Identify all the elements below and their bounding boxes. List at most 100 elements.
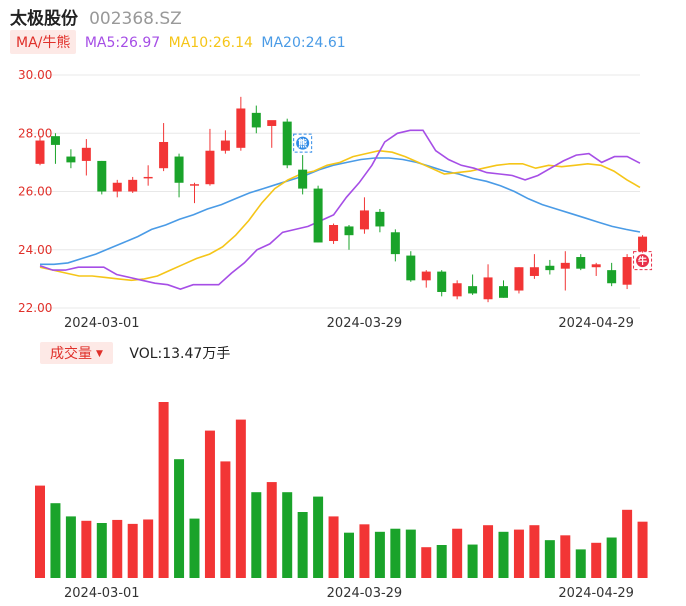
candle: [514, 267, 524, 294]
volume-bar: [452, 528, 463, 578]
candle-body: [174, 156, 184, 183]
candle: [159, 123, 169, 172]
candle: [483, 264, 493, 303]
volume-bar: [266, 482, 277, 578]
volume-bar: [174, 459, 185, 578]
volume-bar: [282, 492, 293, 578]
candle-body: [35, 140, 45, 164]
price-date-label: 2024-04-29: [558, 316, 634, 331]
candle-body: [375, 211, 385, 227]
candle: [499, 280, 508, 298]
price-tick-label: 24.00: [18, 243, 52, 257]
volume-bar: [513, 529, 524, 578]
title-row: 太极股份 002368.SZ: [10, 4, 182, 29]
candle-body: [452, 283, 462, 297]
candle-body: [81, 147, 91, 161]
candle: [638, 235, 648, 253]
volume-bar: [313, 496, 324, 578]
candle-body: [421, 271, 431, 281]
candle: [220, 130, 230, 154]
marker-frame: [293, 133, 313, 153]
candle: [329, 223, 339, 244]
candle: [298, 155, 308, 195]
volume-bar: [637, 521, 648, 578]
candle-body: [560, 262, 570, 269]
candle: [112, 179, 122, 198]
price-tick-label: 30.00: [18, 68, 52, 82]
volume-bar: [436, 545, 447, 578]
volume-bar: [328, 516, 339, 578]
candle: [344, 224, 354, 250]
candle: [576, 254, 586, 271]
candle: [81, 139, 91, 176]
volume-bar: [529, 525, 540, 578]
volume-bar: [575, 549, 586, 578]
marker-label: 熊: [298, 137, 307, 149]
candle-body: [112, 182, 122, 192]
candle: [591, 262, 601, 276]
candle: [468, 274, 478, 295]
candle-body: [205, 150, 215, 185]
candle-body: [190, 184, 199, 186]
price-tick-label: 28.00: [18, 126, 52, 140]
volume-bar: [235, 419, 246, 578]
candle: [545, 259, 555, 275]
x-axis: 2024-03-01 2024-03-29 2024-04-29 2024-03-01…: [64, 316, 634, 601]
candle-body: [514, 267, 524, 291]
candle: [174, 153, 184, 198]
caret-down-icon: ▼: [96, 349, 103, 359]
volume-bar: [143, 519, 154, 578]
candle-body: [529, 267, 539, 276]
candle-body: [359, 210, 369, 230]
volume-bar: [112, 519, 123, 578]
volume-date-label: 2024-03-29: [327, 586, 403, 601]
candle: [622, 254, 632, 290]
candle-body: [282, 121, 292, 166]
candle: [607, 262, 617, 287]
candle-body: [483, 277, 493, 300]
volume-bar: [204, 430, 215, 578]
ma10-label: MA10:26.14: [168, 35, 253, 51]
volume-bar: [591, 542, 602, 578]
candle: [143, 165, 153, 186]
candle: [190, 182, 199, 204]
volume-bar: [251, 492, 262, 578]
candle-body: [406, 255, 416, 281]
volume-selector-button[interactable]: 成交量 ▼: [40, 342, 113, 364]
candle-body: [607, 270, 617, 284]
ma-toggle-button[interactable]: MA/牛熊: [10, 30, 77, 54]
volume-date-label: 2024-04-29: [558, 586, 634, 601]
bull-marker-icon[interactable]: 牛: [633, 251, 653, 271]
candle: [529, 254, 539, 279]
price-tick-label: 26.00: [18, 185, 52, 199]
candle: [50, 133, 60, 164]
volume-bar: [96, 523, 107, 578]
volume-bar: [344, 532, 354, 578]
stock-code: 002368.SZ: [89, 9, 182, 29]
volume-layer: [35, 402, 648, 578]
candle-body: [298, 169, 308, 189]
ma20-line: [40, 157, 641, 266]
candle-body: [236, 108, 246, 148]
candle-body: [128, 179, 138, 192]
candle-body: [143, 176, 153, 179]
candle: [313, 185, 323, 243]
candle-body: [499, 286, 508, 298]
ma5-layer: [39, 129, 641, 290]
candles-layer: [35, 96, 648, 303]
volume-bar: [622, 509, 633, 578]
volume-bar: [189, 518, 200, 578]
price-date-label: 2024-03-01: [64, 316, 140, 331]
price-tick-label: 22.00: [18, 301, 52, 315]
candle-body: [251, 112, 261, 128]
ma-legend: MA/牛熊 MA5:26.97 MA10:26.14 MA20:24.61: [10, 30, 346, 54]
candle: [560, 251, 570, 291]
candle: [452, 280, 462, 300]
ma5-label: MA5:26.97: [84, 35, 161, 51]
volume-bar: [35, 485, 45, 578]
bear-marker-icon[interactable]: 熊: [293, 133, 313, 153]
candle-body: [159, 141, 169, 169]
candle-body: [66, 156, 76, 163]
ma5-line: [39, 129, 641, 290]
